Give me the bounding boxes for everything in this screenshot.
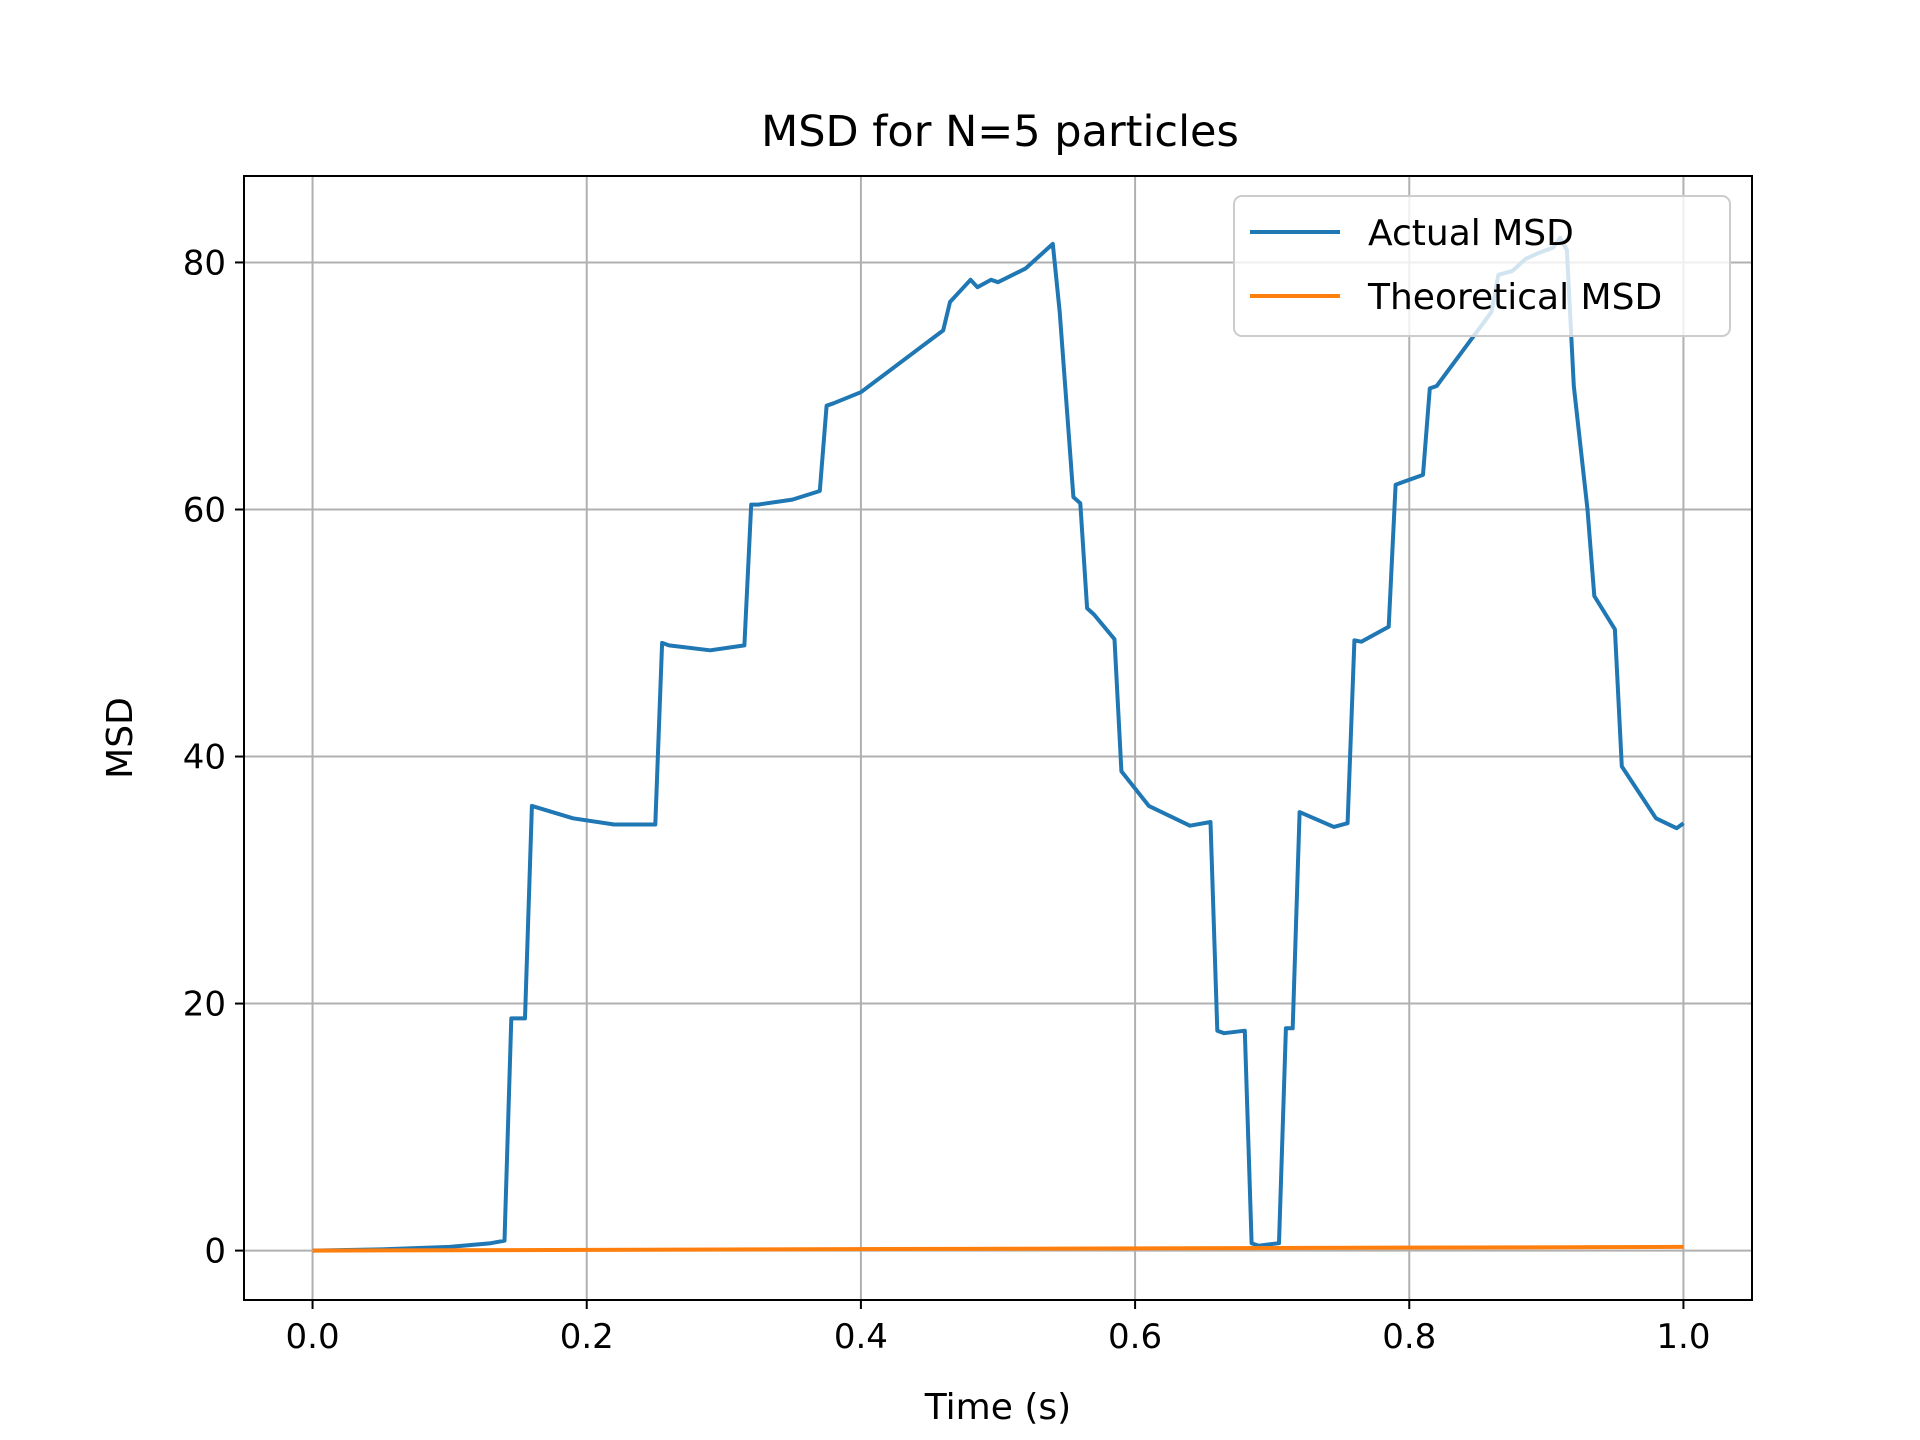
legend-box <box>1233 195 1731 337</box>
chart-title: MSD for N=5 particles <box>761 107 1239 157</box>
series-line-theoretical-msd <box>312 1244 1684 1253</box>
x-tick-label: 1.0 <box>1656 1317 1710 1357</box>
x-tick-label: 0.0 <box>286 1317 340 1357</box>
x-tick-label: 0.4 <box>834 1317 888 1357</box>
x-tick-label: 0.8 <box>1382 1317 1436 1357</box>
tick-layer: 0.0 0.2 0.4 0.6 0.8 1.0 0 20 40 60 80 <box>183 243 1711 1357</box>
y-axis-label: MSD <box>100 697 141 779</box>
x-axis-label: Time (s) <box>924 1387 1071 1428</box>
y-tick-label: 40 <box>183 738 226 778</box>
plot-frame <box>243 175 1753 1301</box>
x-tick-label: 0.6 <box>1108 1317 1162 1357</box>
legend-label-theoretical-msd: Theoretical MSD <box>1367 277 1662 318</box>
y-tick-label: 80 <box>183 243 226 283</box>
legend-label-actual-msd: Actual MSD <box>1368 213 1574 254</box>
legend: Actual MSD Theoretical MSD <box>1233 195 1731 337</box>
y-tick-label: 60 <box>183 490 226 530</box>
y-tick-label: 0 <box>204 1232 226 1272</box>
x-tick-label: 0.2 <box>560 1317 614 1357</box>
y-tick-label: 20 <box>183 985 226 1025</box>
